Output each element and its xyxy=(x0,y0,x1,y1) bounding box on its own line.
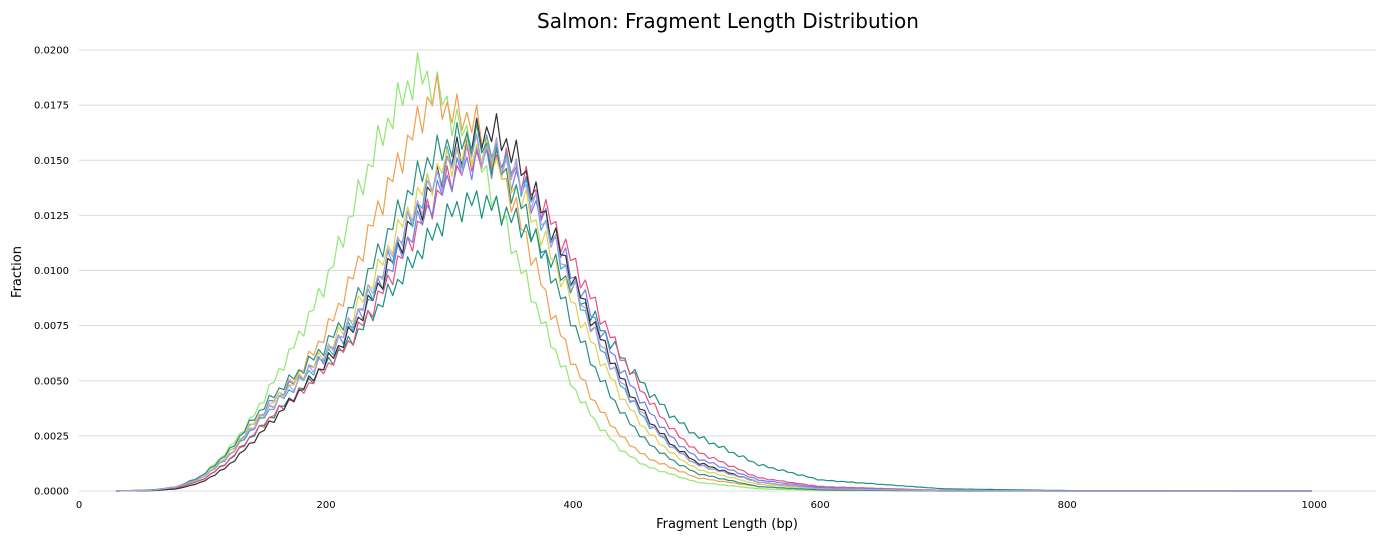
x-axis-label: Fragment Length (bp) xyxy=(656,517,798,532)
x-tick-label: 200 xyxy=(317,500,336,511)
y-tick-label: 0.0100 xyxy=(34,266,69,277)
series-line xyxy=(116,113,1312,492)
y-tick-label: 0.0050 xyxy=(34,376,69,387)
x-tick-label: 800 xyxy=(1058,500,1077,511)
y-tick-label: 0.0125 xyxy=(34,211,69,222)
x-tick-label: 0 xyxy=(76,500,82,511)
series-line xyxy=(116,146,1312,492)
x-tick-labels: 0 200 400 600 800 1000 xyxy=(76,500,1327,511)
y-tick-label: 0.0025 xyxy=(34,431,69,442)
series-lines xyxy=(116,52,1312,492)
y-tick-label: 0.0150 xyxy=(34,156,69,167)
series-line xyxy=(116,130,1312,492)
series-line xyxy=(116,133,1312,492)
y-axis-label: Fraction xyxy=(10,246,25,298)
y-tick-label: 0.0000 xyxy=(34,487,69,498)
y-tick-label: 0.0175 xyxy=(34,101,69,112)
x-tick-label: 1000 xyxy=(1302,500,1327,511)
x-tick-label: 600 xyxy=(811,500,830,511)
series-line xyxy=(116,74,1312,492)
y-tick-label: 0.0075 xyxy=(34,321,69,332)
grid-lines xyxy=(79,49,1376,492)
y-tick-labels: 0.0000 0.0025 0.0050 0.0075 0.0100 0.0125 0.01… xyxy=(34,46,69,498)
x-tick-label: 400 xyxy=(564,500,583,511)
series-line xyxy=(116,52,1312,492)
chart-title: Salmon: Fragment Length Distribution xyxy=(537,9,919,33)
series-line xyxy=(116,135,1312,492)
series-line xyxy=(116,139,1312,492)
y-tick-label: 0.0200 xyxy=(34,46,69,57)
